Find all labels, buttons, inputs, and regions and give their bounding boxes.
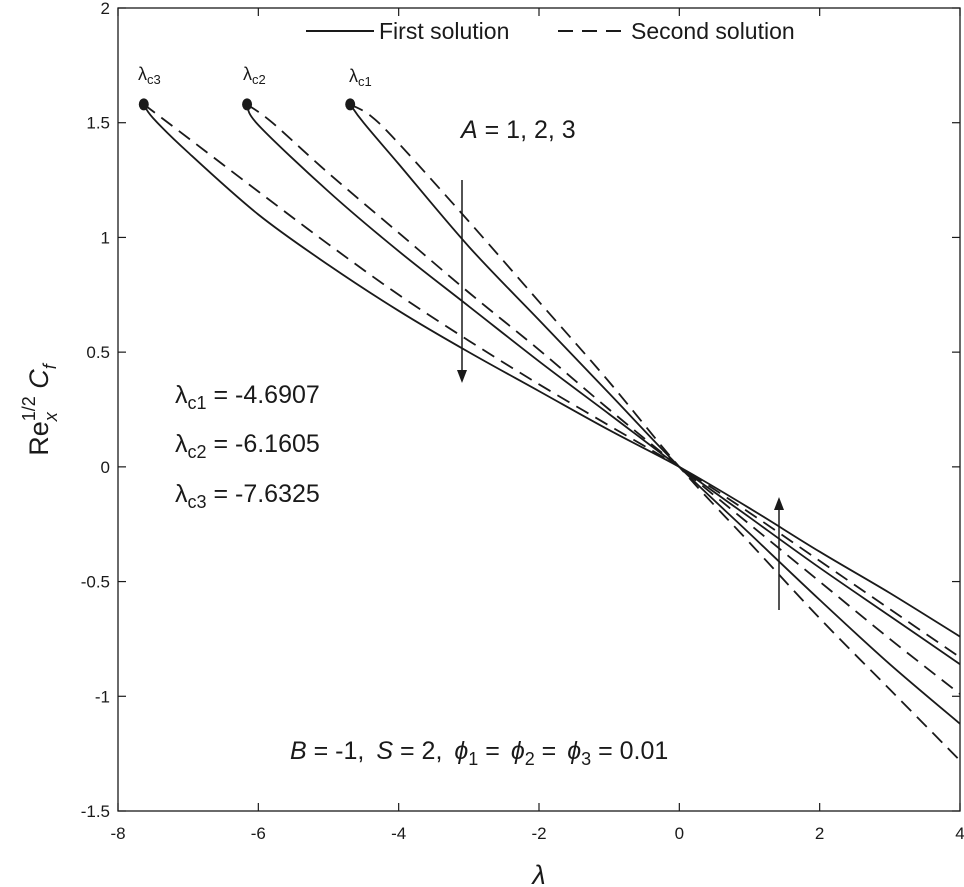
series-layer <box>143 103 961 762</box>
y-tick-label: -0.5 <box>81 573 110 592</box>
legend: First solution Second solution <box>306 18 795 44</box>
critical-point-marker-3 <box>138 98 149 111</box>
x-tick-label: -6 <box>251 824 266 843</box>
first-solution-line-2 <box>246 103 961 665</box>
critical-point-marker-2 <box>242 98 253 111</box>
y-tick-label: 2 <box>101 0 110 18</box>
y-tick-label: 1 <box>101 228 110 247</box>
first-solution-line-1 <box>349 103 961 725</box>
up-arrow-head <box>774 497 784 510</box>
critical-label-c2: λc2 <box>243 64 266 87</box>
critical-value-c3: λc3 = -7.6325 <box>175 480 320 512</box>
first-solution-line-3 <box>143 103 961 638</box>
y-tick-label: 1.5 <box>86 114 110 133</box>
y-tick-label: 0.5 <box>86 343 110 362</box>
x-tick-label: -2 <box>531 824 546 843</box>
legend-second-label: Second solution <box>631 18 795 44</box>
trend-arrows <box>457 180 784 610</box>
x-tick-label: -8 <box>110 824 125 843</box>
y-tick-label: -1 <box>95 687 110 706</box>
critical-value-c1: λc1 = -4.6907 <box>175 381 320 413</box>
x-axis-label: λ <box>530 860 545 887</box>
x-tick-label: 4 <box>955 824 964 843</box>
x-tick-label: 0 <box>675 824 684 843</box>
second-solution-line-2 <box>246 103 961 695</box>
critical-label-c3: λc3 <box>138 64 161 87</box>
parameter-a-label: A = 1, 2, 3 <box>459 116 576 144</box>
critical-value-c2: λc2 = -6.1605 <box>175 430 320 462</box>
plot-frame <box>117 7 961 812</box>
down-arrow-head <box>457 370 467 383</box>
critical-values: λc1 = -4.6907 λc2 = -6.1605 λc3 = -7.632… <box>175 381 320 512</box>
y-axis-label: Rex1/2 Cf <box>19 362 61 456</box>
y-tick-labels: -1.5 -1 -0.5 0 0.5 1 1.5 2 <box>81 0 110 821</box>
critical-markers <box>138 98 356 111</box>
critical-point-marker-1 <box>345 98 356 111</box>
second-solution-line-3 <box>143 103 961 659</box>
fixed-parameters: B = -1, S = 2, ϕ1 = ϕ2 = ϕ3 = 0.01 <box>290 737 668 769</box>
x-tick-labels: -8 -6 -4 -2 0 2 4 <box>110 824 964 843</box>
x-tick-label: 2 <box>815 824 824 843</box>
critical-point-labels: λc1 λc2 λc3 <box>138 64 372 89</box>
legend-first-label: First solution <box>379 18 509 44</box>
y-tick-label: 0 <box>101 458 110 477</box>
x-tick-label: -4 <box>391 824 406 843</box>
y-tick-label: -1.5 <box>81 802 110 821</box>
second-solution-line-1 <box>349 103 961 762</box>
critical-label-c1: λc1 <box>349 66 372 89</box>
